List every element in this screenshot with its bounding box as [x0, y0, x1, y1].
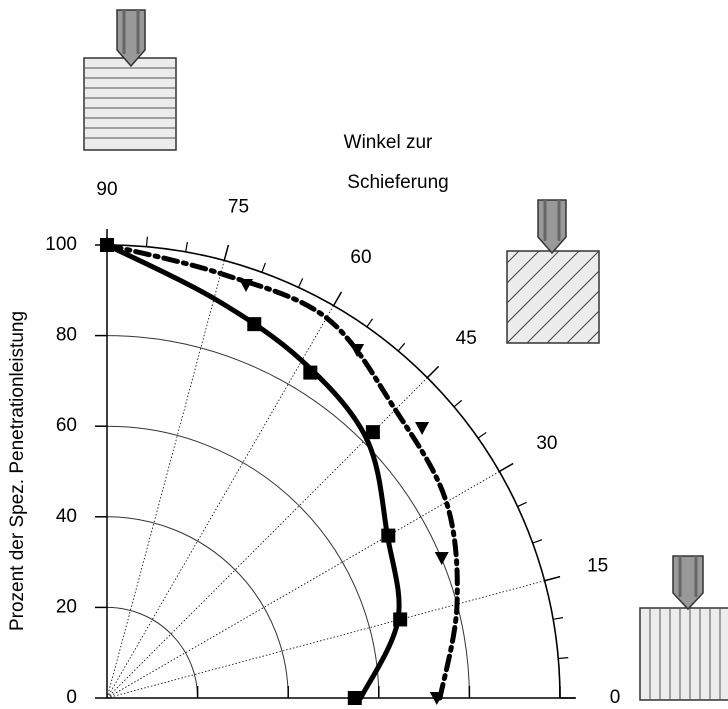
radial-grid: [107, 260, 224, 698]
y-axis-label: Prozent der Spez. Penetrationleistung: [7, 311, 28, 631]
theta-tick-label: 45: [456, 328, 477, 349]
y-tick-label: 100: [45, 234, 77, 255]
y-tick-label: 40: [56, 506, 77, 527]
fit-curve: [107, 245, 457, 698]
outer-arc: [107, 245, 560, 698]
y-tick-label: 80: [56, 325, 77, 346]
theta-minor-tick: [558, 658, 568, 659]
annotation: Schieferung: [347, 172, 448, 193]
radial-grid: [107, 306, 334, 698]
y-tick-label: 60: [56, 415, 77, 436]
fit-curve: [107, 245, 399, 698]
theta-tick-label: 30: [536, 433, 557, 454]
theta-tick: [334, 292, 342, 306]
page: Winkel zur Schieferung Prozent der Spez.…: [0, 0, 728, 709]
theta-tick-label: 75: [228, 196, 249, 217]
theta-minor-tick: [553, 618, 563, 620]
theta-minor-tick: [186, 242, 188, 252]
theta-tick-label: 60: [350, 247, 371, 268]
theta-minor-tick: [367, 319, 373, 327]
y-tick-label: 20: [56, 596, 77, 617]
theta-minor-tick: [533, 540, 542, 543]
theta-tick: [499, 464, 513, 472]
radial-grid: [107, 581, 545, 698]
theta-minor-tick: [262, 263, 265, 272]
annotation: Winkel zur: [344, 132, 433, 153]
theta-minor-tick: [454, 400, 462, 406]
theta-tick-label: 15: [587, 556, 608, 577]
theta-minor-tick: [398, 343, 404, 351]
triangle-marker: [415, 422, 429, 435]
theta-tick: [427, 366, 438, 377]
icon-diagonal: [427, 200, 679, 343]
y-tick-label: 0: [66, 687, 77, 708]
theta-minor-tick: [146, 237, 147, 247]
theta-minor-tick: [298, 278, 302, 287]
theta-minor-tick: [518, 502, 527, 506]
theta-tick: [545, 577, 560, 581]
theta-tick-label: 0: [610, 687, 621, 708]
theta-tick-label: 90: [96, 179, 117, 200]
triangle-marker: [435, 552, 449, 565]
radial-grid: [107, 472, 499, 699]
icon-vertical: [640, 556, 728, 700]
theta-minor-tick: [478, 432, 486, 438]
icon-horizontal: [84, 10, 176, 150]
theta-tick: [224, 245, 228, 260]
chart: Winkel zur Schieferung Prozent der Spez.…: [0, 0, 728, 709]
